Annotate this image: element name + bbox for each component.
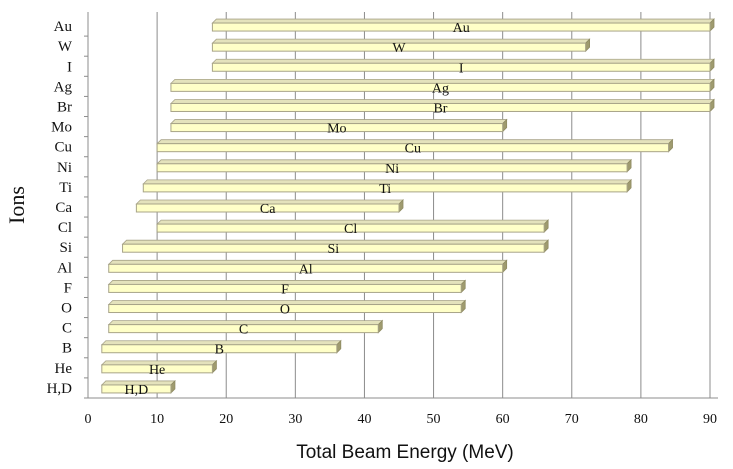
category-label-h-d: H,D <box>47 381 73 397</box>
bar-mo: Mo <box>169 118 508 137</box>
category-label-ag: Ag <box>54 79 73 95</box>
category-label-si: Si <box>59 240 72 256</box>
category-label-au: Au <box>54 19 73 35</box>
bar-o: O <box>107 299 467 318</box>
category-label-cu: Cu <box>54 140 72 156</box>
bar-front-cu <box>156 143 670 153</box>
bar-front-ni <box>156 163 628 173</box>
category-label-ni: Ni <box>57 160 72 176</box>
bar-front-o <box>108 304 462 314</box>
bar-label-mo: Mo <box>327 122 346 137</box>
category-label-mo: Mo <box>51 120 72 136</box>
x-tick-90: 90 <box>703 412 717 427</box>
bar-label-ni: Ni <box>385 162 399 177</box>
bar-label-he: He <box>149 363 165 378</box>
bar-label-i: I <box>459 61 464 76</box>
bar-front-ca <box>135 203 400 213</box>
category-label-al: Al <box>57 260 72 276</box>
x-tick-50: 50 <box>427 412 441 427</box>
bar-i: I <box>211 58 715 76</box>
bar-ag: Ag <box>169 78 715 96</box>
category-label-br: Br <box>57 99 72 115</box>
x-tick-labels: 0 10 20 30 40 50 60 70 80 90 <box>85 412 718 427</box>
bar-w: W <box>211 38 591 56</box>
category-label-i: I <box>67 59 72 75</box>
bar-label-au: Au <box>453 21 470 36</box>
bar-front-b <box>101 344 338 354</box>
bar-front-ag <box>170 82 711 92</box>
bar-label-br: Br <box>433 101 447 116</box>
bar-label-ca: Ca <box>260 202 276 217</box>
y-axis-title: Ions <box>4 186 29 224</box>
bar-front-au <box>211 22 711 32</box>
bar-label-ag: Ag <box>432 81 449 96</box>
bar-front-f <box>108 283 462 293</box>
category-label-ca: Ca <box>55 200 72 216</box>
bar-front-al <box>108 263 504 273</box>
x-tick-80: 80 <box>634 412 648 427</box>
x-tick-30: 30 <box>288 412 302 427</box>
bar-ti: Ti <box>142 178 633 197</box>
bar-c: C <box>107 319 384 338</box>
category-label-b: B <box>62 341 72 357</box>
x-tick-20: 20 <box>219 412 233 427</box>
bar-front-he <box>101 364 213 374</box>
bar-front-h-d <box>101 384 172 394</box>
bar-f: F <box>107 279 467 297</box>
axes <box>84 12 718 399</box>
bar-label-cu: Cu <box>405 142 421 157</box>
grid-lines <box>156 12 711 398</box>
x-tick-0: 0 <box>85 412 92 427</box>
bar-label-h-d: H,D <box>125 383 149 398</box>
bar-front-mo <box>170 123 504 133</box>
category-label-f: F <box>64 280 72 296</box>
bar-label-w: W <box>392 41 406 56</box>
bar-front-w <box>211 42 587 52</box>
x-tick-10: 10 <box>150 412 164 427</box>
bars-group: Au W I Ag Br Mo Cu Ni Ti Ca Cl Si Al FO CB HeH,D <box>100 18 715 398</box>
bar-label-cl: Cl <box>344 222 357 237</box>
category-label-he: He <box>55 361 73 377</box>
category-label-cl: Cl <box>58 220 72 236</box>
bar-front-si <box>122 243 545 253</box>
bar-label-f: F <box>281 282 289 297</box>
bar-label-c: C <box>239 323 248 338</box>
x-tick-70: 70 <box>565 412 579 427</box>
bar-si: Si <box>121 239 550 257</box>
bar-front-br <box>170 102 711 112</box>
category-label-o: O <box>61 301 72 317</box>
bar-cu: Cu <box>156 138 674 157</box>
category-label-ti: Ti <box>59 180 72 196</box>
bar-label-o: O <box>280 303 290 318</box>
category-label-w: W <box>58 39 73 55</box>
bar-h-d: H,D <box>100 379 176 398</box>
bar-au: Au <box>211 18 715 36</box>
bar-al: Al <box>107 259 508 277</box>
bar-front-i <box>211 62 711 72</box>
bar-label-al: Al <box>299 262 313 277</box>
bar-ca: Ca <box>135 199 404 217</box>
bar-front-ti <box>142 183 628 193</box>
x-tick-40: 40 <box>357 412 371 427</box>
bar-ni: Ni <box>156 158 633 177</box>
bar-cl: Cl <box>156 219 550 237</box>
bar-label-si: Si <box>328 242 340 257</box>
x-axis-title: Total Beam Energy (MeV) <box>296 442 514 463</box>
x-tick-60: 60 <box>496 412 510 427</box>
bar-b: B <box>100 339 342 358</box>
bar-br: Br <box>169 98 715 116</box>
bar-he: He <box>100 359 218 378</box>
category-label-c: C <box>62 321 72 337</box>
bar-label-b: B <box>215 343 224 358</box>
bar-front-cl <box>156 223 545 233</box>
bar-front-c <box>108 324 379 334</box>
bar-label-ti: Ti <box>379 182 391 197</box>
